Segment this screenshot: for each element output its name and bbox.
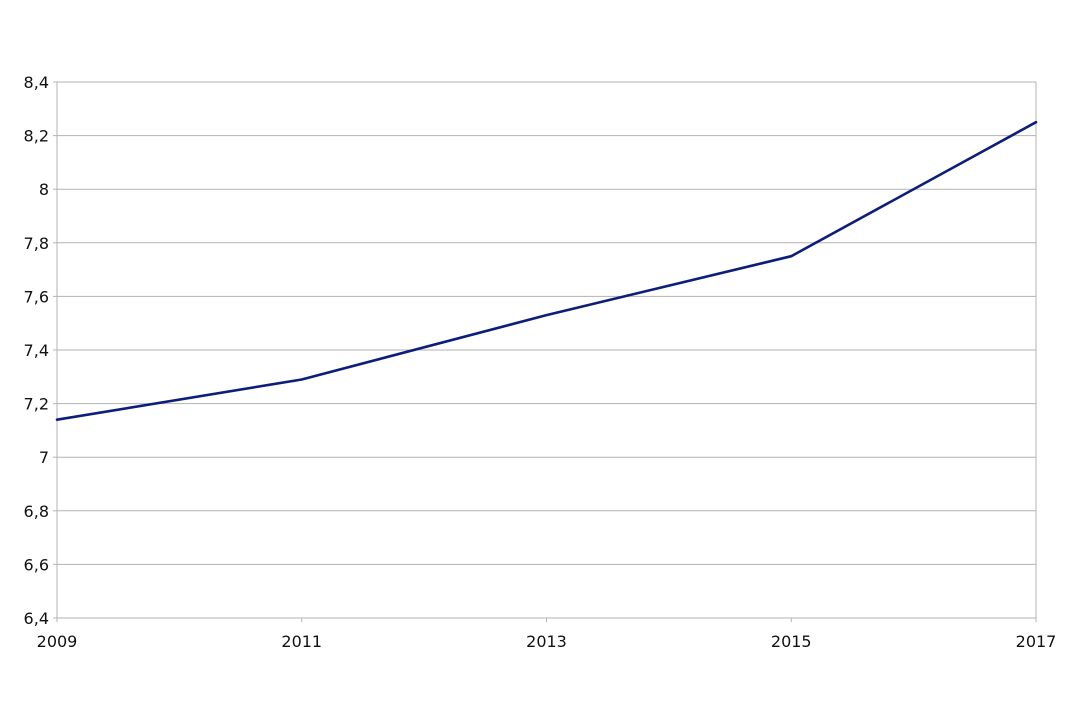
grid-layer xyxy=(57,81,1036,619)
x-tick-label: 2013 xyxy=(526,632,567,651)
y-tick-label: 6,4 xyxy=(24,609,49,628)
y-tick-label: 7,6 xyxy=(24,287,49,306)
x-axis-tick-labels: 2009 2011 2013 2015 2017 xyxy=(37,632,1057,651)
series-layer xyxy=(55,120,1038,421)
x-tick-label: 2015 xyxy=(771,632,812,651)
x-tick-label: 2017 xyxy=(1016,632,1057,651)
y-tick-label: 7,4 xyxy=(24,341,49,360)
x-tick-label: 2009 xyxy=(37,632,78,651)
y-tick-label: 6,6 xyxy=(24,555,49,574)
y-tick-label: 7,2 xyxy=(24,395,49,414)
y-tick-label: 7,8 xyxy=(24,234,49,253)
y-axis-tick-labels: 8,4 8,2 8 7,8 7,6 7,4 7,2 7 6,8 6,6 6,4 xyxy=(24,73,49,628)
y-tick-label: 6,8 xyxy=(24,502,49,521)
series-line xyxy=(55,120,1038,421)
y-tick-label: 8 xyxy=(39,180,49,199)
axis-layer xyxy=(53,81,1037,622)
y-tick-label: 8,2 xyxy=(24,127,49,146)
y-tick-label: 8,4 xyxy=(24,73,49,92)
x-tick-label: 2011 xyxy=(281,632,322,651)
y-tick-label: 7 xyxy=(39,448,49,467)
